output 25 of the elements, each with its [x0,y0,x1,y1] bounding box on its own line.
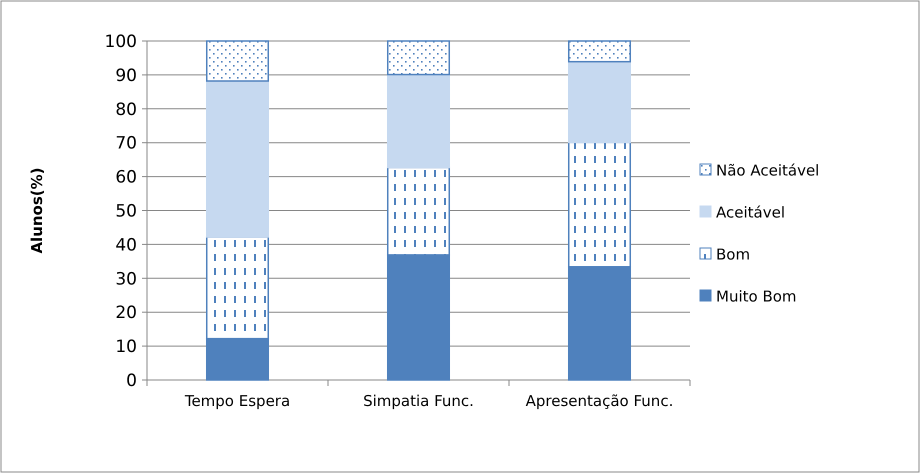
x-tick-label: Apresentação Func. [526,392,674,410]
legend-label: Muito Bom [716,287,797,306]
y-tick-label: 40 [115,235,137,256]
bar [206,40,270,82]
legend-label: Não Aceitável [716,161,820,180]
y-tick-label: 70 [115,134,137,154]
y-tick-label: 20 [115,303,137,324]
y-tick-label: 10 [115,337,137,358]
y-tick-label: 50 [115,201,137,222]
x-tick-label: Simpatia Func. [363,392,474,410]
y-tick-label: 30 [115,269,137,290]
legend-label: Bom [716,245,750,264]
y-tick-label: 0 [126,370,137,391]
legend-label: Aceitável [716,203,785,222]
y-tick-label: 90 [115,66,137,86]
x-tick-label: Tempo Espera [184,392,290,410]
bar [206,80,270,238]
bar [386,40,450,76]
bar [386,74,450,168]
y-axis-title: Alunos(%) [28,167,46,254]
y-tick-label: 100 [104,32,137,52]
bar [568,40,632,62]
bar [568,60,632,144]
y-tick-label: 60 [115,168,137,188]
y-tick-label: 80 [115,100,137,120]
